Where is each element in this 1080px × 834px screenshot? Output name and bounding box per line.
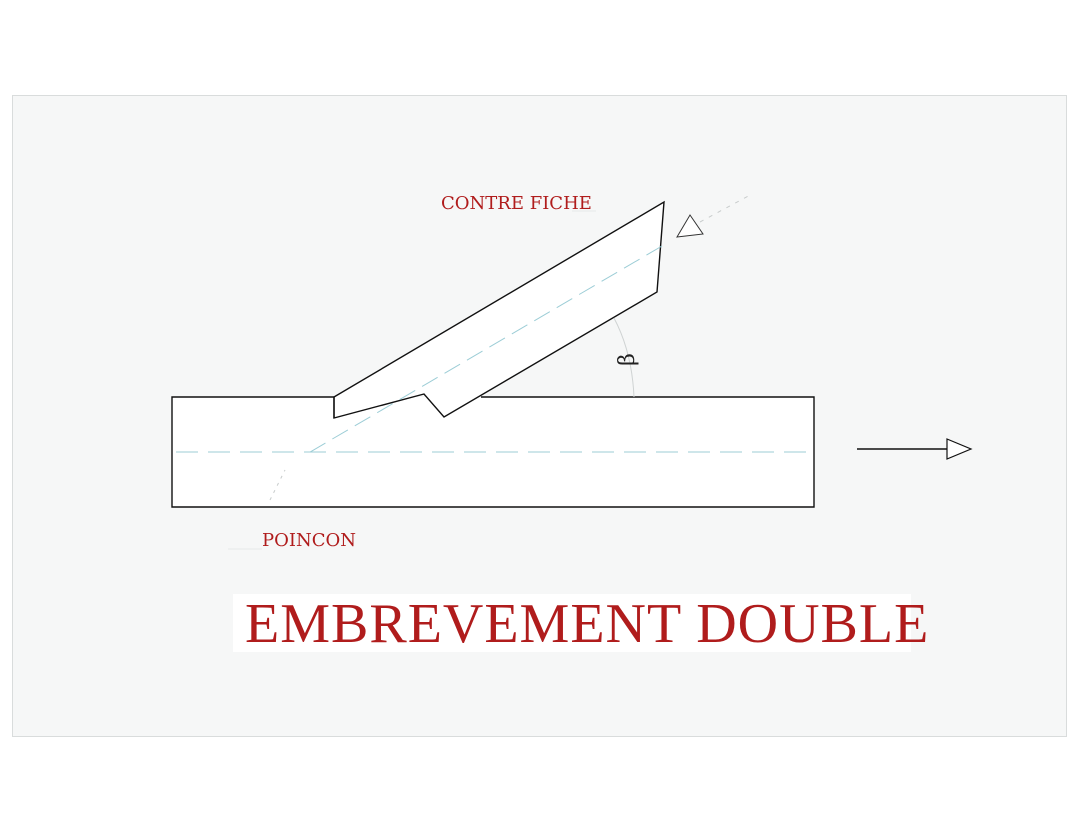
poincon-body: [173, 398, 813, 506]
arrow-right-icon: [946, 438, 973, 460]
title-background: [233, 594, 911, 652]
angle-beta-label: β: [614, 353, 640, 366]
contre-fiche-centerline-extension: [699, 193, 753, 223]
angle-beta-arc: [613, 317, 635, 398]
triangle-arrow-icon: [676, 214, 704, 238]
contre-fiche-label: CONTRE FICHE: [441, 193, 592, 214]
poincon-leader-line: [269, 469, 286, 501]
diagram-title: EMBREVEMENT DOUBLE: [245, 593, 930, 655]
contre-fiche-outline: [333, 200, 665, 419]
contre-fiche-centerline: [304, 245, 663, 456]
poincon-label: POINCON: [262, 530, 357, 551]
